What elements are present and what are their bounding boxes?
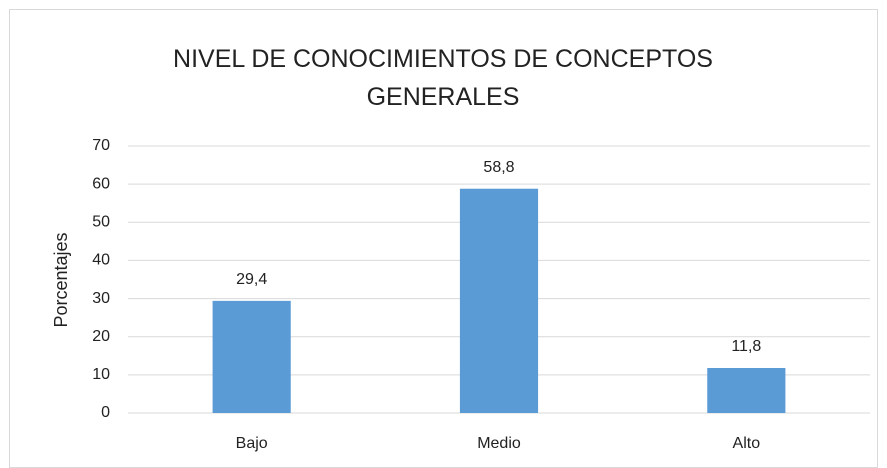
bar [212, 300, 291, 413]
data-label: 58,8 [483, 159, 514, 176]
bar [459, 188, 539, 413]
y-tick-label: 10 [92, 366, 110, 383]
x-tick-label: Alto [733, 435, 761, 452]
y-tick-label: 40 [92, 252, 110, 269]
y-axis-label: Porcentajes [51, 232, 71, 327]
y-tick-label: 60 [92, 175, 110, 192]
bar [707, 367, 786, 413]
y-tick-label: 50 [92, 214, 110, 231]
data-label: 11,8 [731, 338, 761, 355]
data-label: 29,4 [236, 271, 267, 288]
y-tick-label: 30 [92, 290, 110, 307]
y-tick-label: 70 [92, 137, 110, 154]
y-tick-label: 0 [101, 404, 110, 421]
chart-title: NIVEL DE CONOCIMIENTOS DE CONCEPTOS GENE… [173, 45, 713, 111]
x-tick-label: Bajo [236, 435, 268, 452]
y-tick-label: 20 [92, 328, 110, 345]
x-tick-label: Medio [477, 435, 521, 452]
